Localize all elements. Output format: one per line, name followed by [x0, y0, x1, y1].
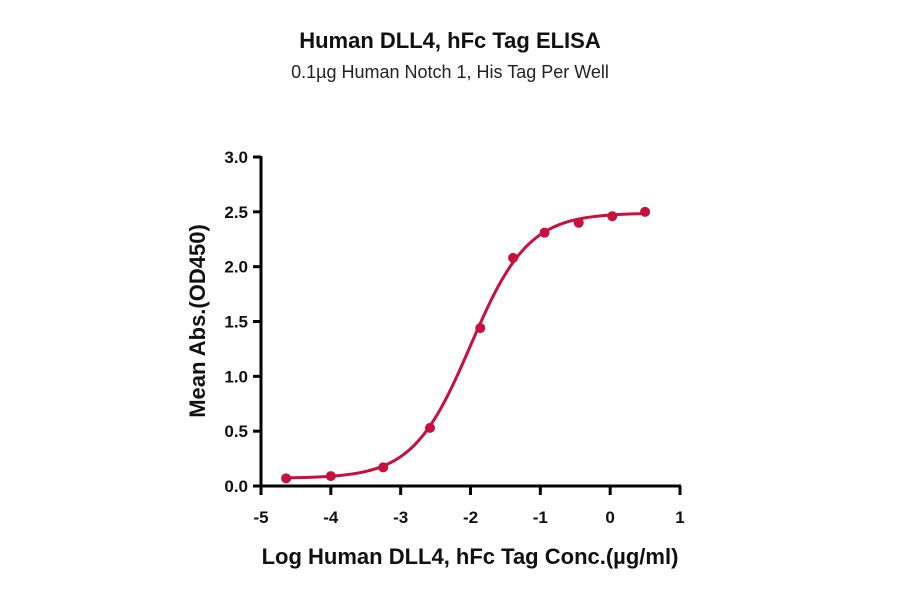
x-tick-label: 0	[605, 508, 614, 527]
y-tick-label: 1.5	[224, 313, 248, 332]
x-tick-label: -4	[323, 508, 339, 527]
data-point	[325, 471, 336, 482]
x-tick-label: 1	[675, 508, 684, 527]
data-point	[640, 206, 651, 217]
y-axis-label: Mean Abs.(OD450)	[185, 224, 210, 418]
axes: 0.0 0.5 1.0 1.5 2.0 2.5 3.0 -5 -4 -3 -2 -1 0 1	[224, 148, 684, 527]
y-tick-label: 0.0	[224, 477, 248, 496]
y-tick-label: 0.5	[224, 422, 248, 441]
y-tick-label: 3.0	[224, 148, 248, 167]
fit-curve	[286, 212, 646, 480]
data-point	[508, 252, 519, 263]
y-tick-label: 2.5	[224, 203, 248, 222]
data-point	[539, 227, 550, 238]
data-points	[281, 206, 651, 484]
data-point	[378, 462, 389, 473]
chart-subtitle: 0.1µg Human Notch 1, His Tag Per Well	[291, 62, 609, 82]
x-tick-label: -5	[253, 508, 268, 527]
chart-title: Human DLL4, hFc Tag ELISA	[299, 28, 601, 53]
x-tick-label: -3	[393, 508, 408, 527]
x-tick-label: -2	[463, 508, 478, 527]
y-tick-label: 2.0	[224, 258, 248, 277]
data-point	[607, 211, 618, 222]
data-point	[424, 422, 435, 433]
y-tick-label: 1.0	[224, 367, 248, 386]
data-point	[281, 473, 292, 484]
data-point	[573, 217, 584, 228]
x-tick-label: -1	[533, 508, 548, 527]
data-point	[475, 323, 486, 334]
x-axis-label: Log Human DLL4, hFc Tag Conc.(µg/ml)	[262, 544, 679, 569]
